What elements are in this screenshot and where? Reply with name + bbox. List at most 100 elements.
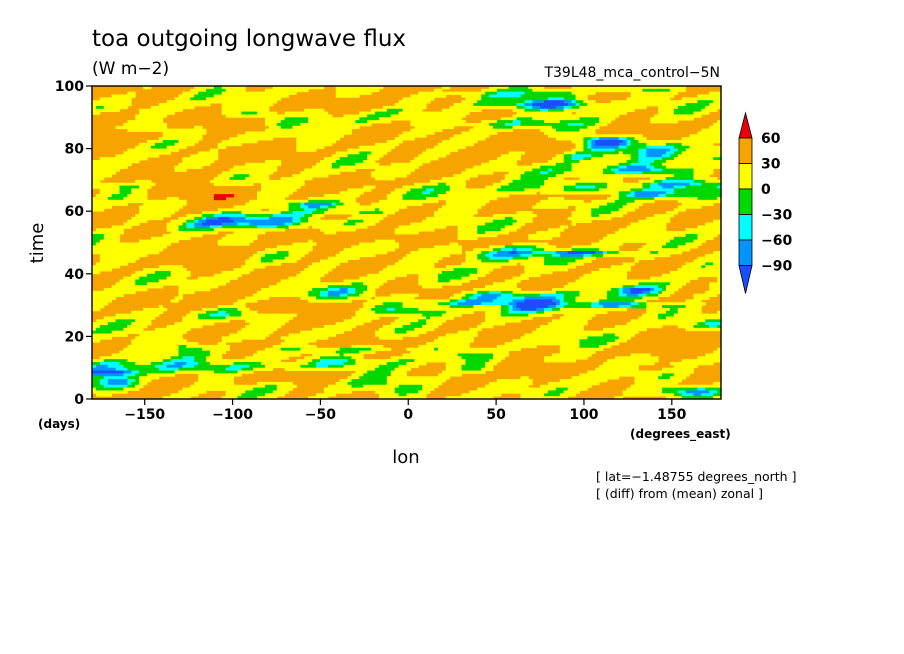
field-cell [555,134,561,138]
field-cell [606,179,612,184]
field-cell [567,157,573,161]
field-cell [614,100,620,104]
field-cell [434,182,439,186]
field-cell [233,91,238,95]
field-cell [253,219,258,223]
field-cell [249,233,254,238]
field-cell [489,168,494,172]
field-cell [599,216,604,221]
field-cell [673,151,679,155]
field-cell [363,111,368,115]
field-cell [662,142,667,147]
field-cell [563,165,569,169]
field-cell [441,94,447,98]
field-cell [492,194,498,198]
field-cell [579,185,584,189]
field-cell [229,222,234,226]
field-cell [339,159,344,164]
field-cell [469,168,474,172]
field-cell [284,179,289,184]
field-cell [111,233,116,238]
field-cell [654,100,659,104]
field-cell [426,191,431,195]
field-cell [658,86,663,90]
field-cell [343,191,348,195]
field-cell [206,154,211,158]
field-cell [673,182,679,186]
field-cell [135,159,140,164]
field-cell [367,208,372,212]
field-cell [139,128,144,132]
field-cell [414,185,419,189]
field-cell [591,151,596,155]
field-cell [532,214,537,218]
field-cell [316,208,321,212]
field-cell [92,182,97,186]
field-cell [375,165,380,169]
field-cell [685,231,690,235]
field-cell [603,142,608,147]
field-cell [92,111,97,115]
field-cell [524,91,529,95]
field-cell [225,194,230,198]
field-cell [103,159,109,164]
field-cell [551,91,557,95]
field-cell [465,105,470,110]
field-cell [418,182,423,186]
field-cell [312,131,317,135]
field-cell [158,103,164,107]
field-cell [654,194,659,198]
field-cell [489,165,494,169]
field-cell [296,202,301,206]
field-cell [461,208,466,212]
field-cell [225,171,230,175]
field-cell [524,168,529,172]
field-cell [339,205,344,209]
field-cell [662,214,667,218]
field-cell [127,194,132,198]
field-cell [445,196,451,201]
field-cell [316,131,321,135]
field-cell [673,114,679,118]
field-cell [95,202,101,206]
field-cell [658,97,663,101]
field-cell [603,182,608,186]
field-cell [186,159,191,164]
field-cell [622,211,628,215]
field-cell [477,91,482,95]
field-cell [583,191,588,195]
field-cell [434,199,439,204]
field-cell [308,120,313,124]
field-cell [103,202,109,206]
field-cell [508,105,514,110]
field-cell [669,162,675,167]
field-cell [544,165,549,169]
field-cell [591,154,596,158]
field-cell [669,196,675,201]
field-cell [512,219,517,223]
field-cell [351,208,356,212]
field-cell [595,157,600,161]
field-cell [261,105,266,110]
field-cell [544,128,549,132]
field-cell [705,111,710,115]
field-cell [127,162,132,167]
field-cell [583,145,588,149]
field-cell [367,214,372,218]
field-cell [469,231,474,235]
field-cell [559,117,565,121]
field-cell [500,188,506,192]
field-cell [508,91,514,95]
field-cell [457,219,462,223]
field-cell [701,103,706,107]
field-cell [190,88,195,93]
field-cell [693,97,698,101]
field-cell [422,185,427,189]
field-cell [634,228,639,232]
field-cell [673,174,679,178]
field-cell [347,211,352,215]
field-cell [406,228,411,232]
field-cell [217,142,223,147]
field-cell [150,214,156,218]
field-cell [516,188,521,192]
